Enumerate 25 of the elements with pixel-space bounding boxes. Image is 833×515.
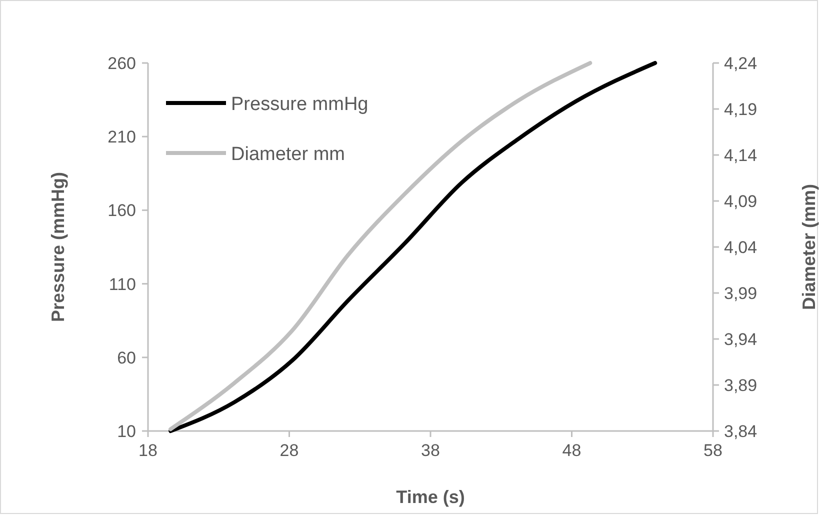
x-tick-label: 38: [421, 441, 440, 460]
y-tick-label: 260: [108, 54, 136, 73]
y2-tick-label: 4,24: [724, 54, 758, 73]
y2-tick-label: 3,99: [724, 284, 758, 303]
y-tick-label: 160: [108, 201, 136, 220]
legend-label: Diameter mm: [231, 144, 346, 165]
y2-tick-label: 4,04: [724, 238, 758, 257]
y2-tick-label: 4,14: [724, 146, 758, 165]
y2-tick-label: 3,94: [724, 330, 758, 349]
x-tick-label: 48: [562, 441, 582, 460]
y-tick-label: 110: [108, 274, 136, 294]
y2-axis-title: Diameter (mm): [799, 184, 819, 310]
x-tick-label: 28: [280, 441, 299, 460]
y-tick-label: 60: [117, 348, 136, 368]
y2-tick-label: 3,89: [724, 376, 758, 395]
y2-tick-label: 4,09: [724, 192, 758, 211]
x-axis-title: Time (s): [396, 487, 465, 507]
x-tick-label: 58: [704, 441, 722, 460]
legend-label: Pressure mmHg: [231, 94, 368, 115]
y2-tick-label: 3,84: [724, 422, 758, 441]
y2-tick-label: 4,19: [724, 100, 758, 119]
y-tick-label: 210: [108, 128, 136, 147]
x-tick-label: 18: [138, 441, 158, 460]
y-tick-label: 10: [117, 422, 136, 441]
y-axis-title: Pressure (mmHg): [48, 172, 68, 322]
